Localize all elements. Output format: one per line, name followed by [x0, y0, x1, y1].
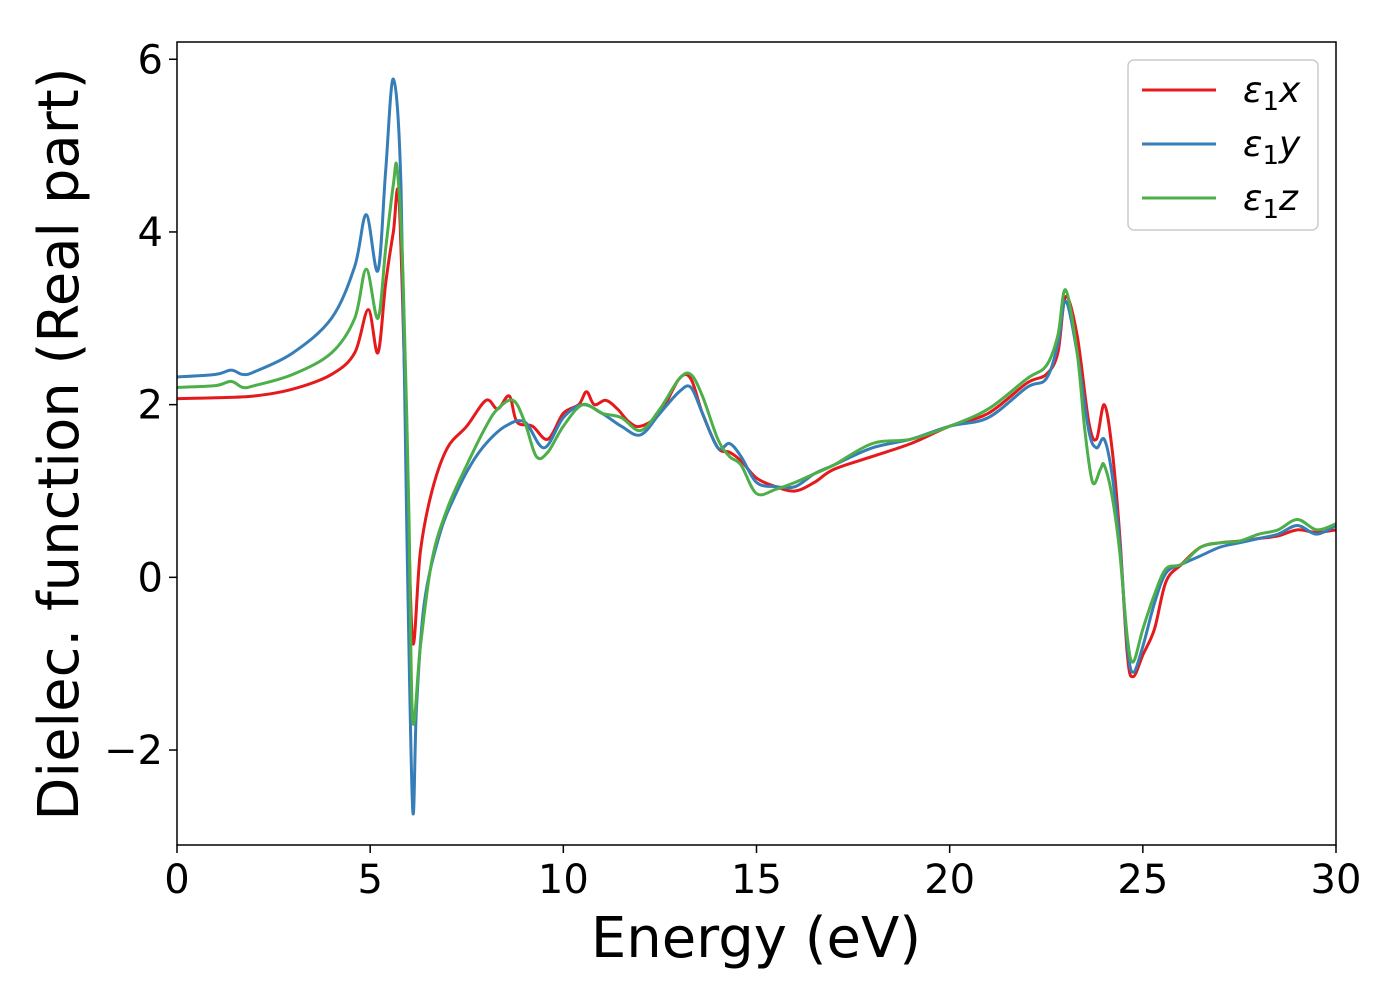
x-tick-label: 0 — [164, 857, 189, 903]
x-tick-label: 15 — [731, 857, 782, 903]
legend-label-x: ε1x — [1243, 70, 1301, 117]
series-layer — [176, 77, 1337, 816]
x-tick-label: 30 — [1311, 857, 1362, 903]
y-tick-label: 6 — [138, 37, 163, 83]
x-axis-label: Energy (eV) — [591, 906, 921, 971]
legend-label-y: ε1y — [1243, 124, 1301, 171]
x-tick-label: 25 — [1117, 857, 1168, 903]
x-tick-label: 20 — [924, 857, 975, 903]
y-axis-label: Dielec. function (Real part) — [27, 67, 92, 820]
x-tick-label: 10 — [538, 857, 589, 903]
series-line-y — [176, 77, 1337, 816]
y-tick-label: −2 — [104, 728, 163, 774]
plot-frame — [176, 41, 1337, 846]
y-tick-label: 2 — [138, 383, 163, 429]
legend-box — [1127, 59, 1319, 231]
y-axis: −2 0 2 4 6 — [104, 37, 177, 774]
y-tick-label: 0 — [138, 555, 163, 601]
x-tick-label: 5 — [357, 857, 382, 903]
x-axis: 0 5 10 15 20 25 30 — [164, 845, 1361, 903]
series-line-z — [176, 161, 1337, 726]
legend: ε1x ε1y ε1z — [1127, 59, 1319, 231]
y-tick-label: 4 — [138, 210, 163, 256]
legend-label-z: ε1z — [1243, 178, 1299, 225]
